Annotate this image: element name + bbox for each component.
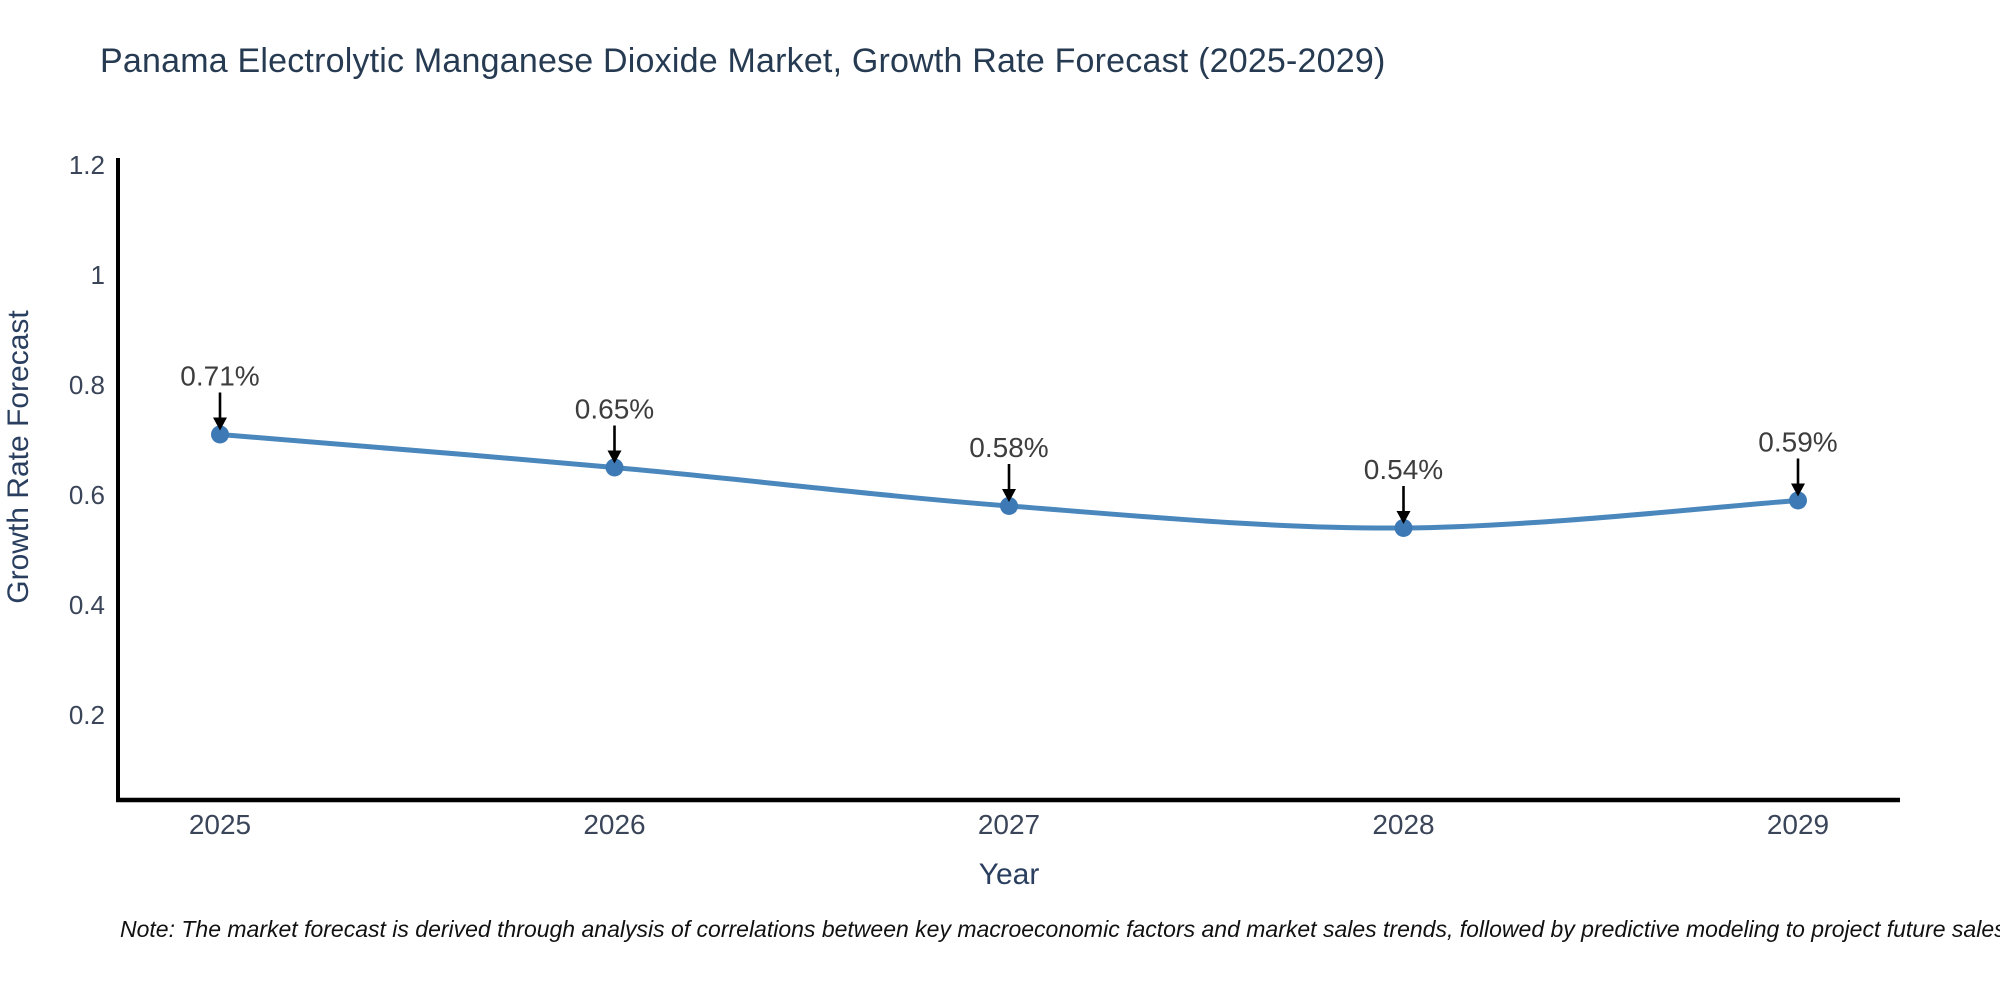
x-tick-label: 2026: [583, 809, 645, 840]
x-tick-label: 2027: [978, 809, 1040, 840]
data-label: 0.59%: [1758, 426, 1837, 457]
x-tick-label: 2025: [189, 809, 251, 840]
y-tick-label: 1: [91, 260, 105, 290]
x-axis-title: Year: [979, 858, 1040, 891]
data-label: 0.71%: [180, 360, 259, 391]
y-axis-title: Growth Rate Forecast: [2, 310, 35, 604]
chart-title: Panama Electrolytic Manganese Dioxide Ma…: [100, 42, 1386, 80]
data-point-marker: [211, 425, 229, 444]
data-label: 0.54%: [1364, 454, 1443, 485]
annotation-arrowhead: [213, 417, 227, 431]
y-tick-label: 0.4: [69, 590, 105, 620]
data-point-marker: [1000, 496, 1018, 515]
annotation-arrowhead: [1396, 510, 1411, 524]
y-tick-label: 0.8: [69, 370, 105, 400]
annotation-arrowhead: [607, 450, 622, 464]
y-tick-label: 0.2: [69, 700, 105, 730]
footnote: Note: The market forecast is derived thr…: [120, 916, 2000, 942]
data-label: 0.58%: [969, 432, 1048, 463]
annotation-arrowhead: [1002, 488, 1016, 502]
y-tick-label: 0.6: [69, 480, 105, 510]
y-tick-label: 1.2: [69, 150, 105, 180]
data-point-marker: [1394, 518, 1413, 537]
data-point-marker: [605, 458, 624, 477]
data-point-marker: [1789, 491, 1807, 510]
x-tick-label: 2028: [1372, 809, 1434, 840]
annotation-arrowhead: [1791, 483, 1805, 497]
x-tick-label: 2029: [1767, 809, 1829, 840]
data-label: 0.65%: [575, 393, 654, 424]
